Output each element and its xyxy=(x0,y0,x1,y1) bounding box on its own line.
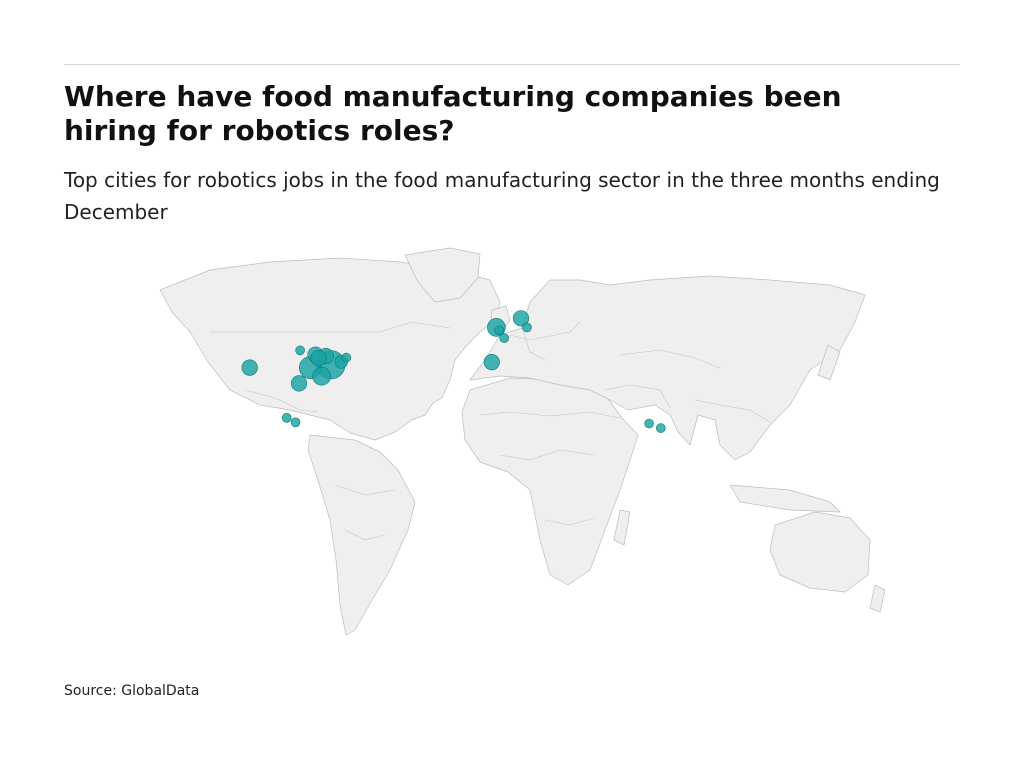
border-middle-east xyxy=(604,384,671,409)
city-bubble xyxy=(522,322,532,333)
source-note: Source: GlobalData xyxy=(64,683,200,699)
border-europe-2 xyxy=(521,327,546,361)
land-australia xyxy=(769,511,871,593)
world-map xyxy=(150,240,890,650)
city-bubble xyxy=(494,325,505,336)
land-africa xyxy=(461,377,639,586)
city-bubble xyxy=(655,423,666,433)
border-us-mexico xyxy=(244,389,319,413)
city-bubble xyxy=(341,352,352,363)
land-japan xyxy=(817,344,841,381)
top-divider xyxy=(64,64,960,65)
marker-layer xyxy=(241,310,666,433)
border-south-america-2 xyxy=(344,529,386,541)
city-bubble xyxy=(312,366,331,386)
world-map-svg xyxy=(159,247,886,636)
border-layer xyxy=(210,321,771,541)
border-central-asia xyxy=(619,349,721,369)
city-bubble xyxy=(310,349,327,367)
border-africa-south xyxy=(544,517,596,526)
land-madagascar xyxy=(613,509,631,546)
land-greenland xyxy=(404,247,481,303)
city-bubble xyxy=(241,359,258,376)
city-bubble xyxy=(281,413,292,423)
border-us-canada xyxy=(210,321,451,333)
chart-title: Where have food manufacturing companies … xyxy=(64,80,842,147)
land-new-zealand xyxy=(869,584,886,613)
city-bubble xyxy=(644,418,654,429)
border-europe-1 xyxy=(509,321,581,341)
border-china-india xyxy=(694,399,771,423)
city-bubble xyxy=(483,353,500,371)
land-layer xyxy=(159,247,886,636)
city-bubble xyxy=(290,417,301,428)
border-south-america-1 xyxy=(334,484,396,496)
city-bubble xyxy=(290,375,308,392)
land-south-america xyxy=(307,434,416,636)
land-eurasia xyxy=(469,275,866,461)
border-africa-north xyxy=(479,411,621,419)
city-bubble xyxy=(499,333,510,343)
chart-subtitle: Top cities for robotics jobs in the food… xyxy=(64,168,940,224)
border-africa-central xyxy=(499,449,596,461)
city-bubble xyxy=(295,345,305,356)
land-indonesia xyxy=(729,484,841,513)
city-bubble xyxy=(512,310,530,327)
